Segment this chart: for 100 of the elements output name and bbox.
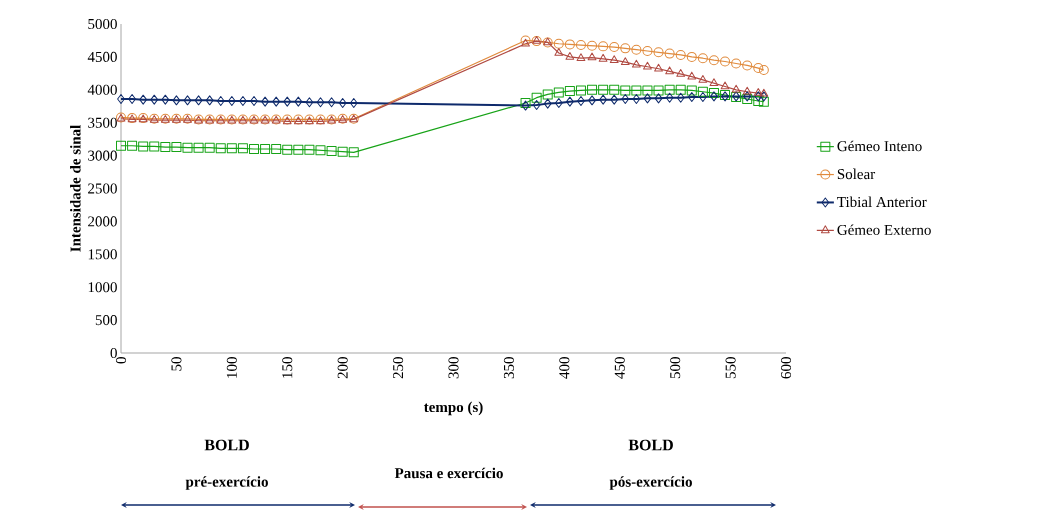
point: [193, 142, 204, 153]
point: [271, 144, 282, 155]
point: [554, 97, 563, 108]
legend-label: Gémeo Inteno: [837, 140, 922, 152]
point: [554, 47, 564, 56]
point: [759, 88, 769, 97]
point: [260, 144, 271, 155]
x-tick-label: 550: [725, 357, 736, 379]
point: [138, 141, 149, 152]
point: [675, 49, 686, 60]
point: [664, 48, 675, 59]
point: [731, 84, 741, 93]
x-tick-label: 100: [226, 357, 237, 378]
point: [686, 85, 697, 96]
point: [609, 84, 620, 95]
y-tick-label: 4000: [87, 84, 117, 95]
point: [576, 53, 586, 61]
y-tick-label: 0: [110, 347, 117, 359]
point: [631, 44, 642, 55]
y-tick-label: 3500: [88, 117, 117, 128]
point: [709, 78, 719, 86]
y-tick-label: 4500: [87, 51, 117, 62]
point: [282, 144, 293, 155]
point: [598, 41, 609, 52]
point: [720, 81, 730, 90]
point: [609, 55, 619, 63]
point: [171, 142, 182, 153]
point: [337, 146, 348, 157]
point: [315, 145, 326, 156]
point: [642, 45, 653, 56]
point: [687, 71, 697, 80]
point: [239, 95, 247, 106]
legend-label: Solear: [837, 168, 876, 180]
point: [553, 87, 564, 98]
point: [686, 51, 697, 62]
point: [216, 95, 225, 106]
point: [272, 96, 281, 107]
point: [150, 94, 159, 105]
y-tick-label: 2500: [88, 183, 117, 194]
point: [609, 42, 620, 53]
point: [227, 95, 236, 106]
text: pré-exercício: [185, 476, 268, 490]
point: [116, 140, 126, 151]
point: [720, 56, 731, 67]
point: [754, 91, 763, 102]
text: pós-exercício: [609, 476, 692, 490]
point: [598, 53, 608, 62]
x-tick-label: 500: [670, 357, 681, 379]
point: [564, 39, 575, 50]
point: [632, 94, 641, 105]
x-tick-label: 200: [337, 357, 348, 379]
x-tick-label: 300: [448, 357, 459, 379]
point: [565, 51, 575, 60]
legend-label: Tibial Anterior: [837, 196, 927, 208]
point: [620, 57, 630, 65]
point: [326, 146, 337, 156]
point: [631, 85, 642, 96]
point: [226, 143, 237, 154]
point: [237, 143, 248, 154]
point: [204, 142, 215, 153]
point: [543, 98, 552, 109]
point: [598, 84, 609, 95]
x-tick-label: 400: [559, 357, 570, 379]
point: [338, 97, 347, 108]
point: [621, 94, 630, 105]
point: [653, 85, 664, 96]
point: [577, 95, 585, 106]
point: [697, 86, 708, 97]
point: [161, 94, 170, 105]
point: [665, 66, 675, 75]
y-tick-label: 1500: [88, 249, 117, 260]
point: [610, 94, 619, 105]
y-tick-label: 500: [95, 315, 117, 326]
point: [731, 58, 742, 69]
point: [753, 88, 763, 96]
point: [697, 53, 708, 64]
point: [699, 92, 707, 103]
x-axis-title: tempo (s): [423, 401, 483, 416]
point: [753, 95, 764, 106]
y-tick-label: 2000: [88, 216, 117, 227]
point: [676, 92, 685, 103]
point: [698, 74, 708, 83]
point: [575, 40, 586, 51]
point: [599, 94, 607, 105]
x-tick-label: 0: [115, 357, 127, 364]
point: [316, 97, 325, 108]
point: [283, 96, 292, 107]
point: [293, 144, 304, 155]
point: [215, 143, 226, 154]
point: [654, 93, 663, 104]
text: BOLD: [204, 439, 249, 451]
point: [643, 61, 652, 70]
point: [642, 85, 653, 96]
point: [250, 95, 258, 106]
point: [542, 89, 553, 100]
point: [139, 94, 148, 105]
point: [653, 47, 664, 58]
point: [261, 96, 269, 107]
point: [575, 85, 586, 96]
point: [643, 93, 652, 104]
